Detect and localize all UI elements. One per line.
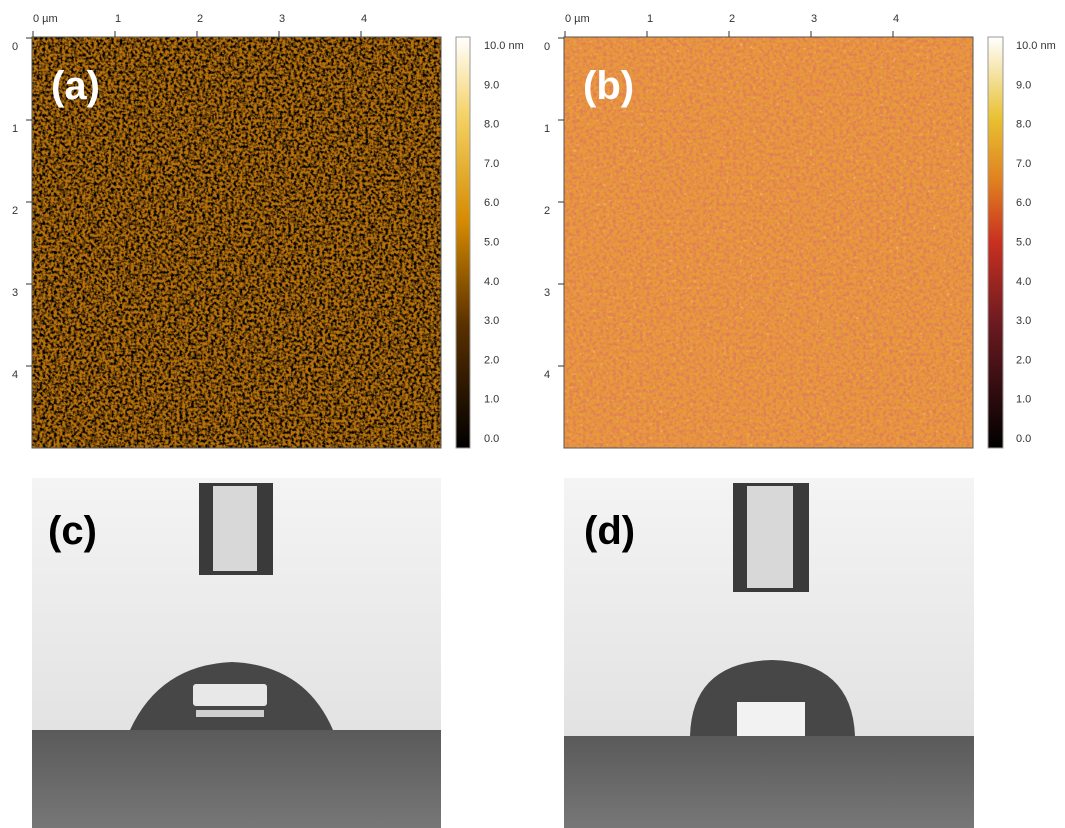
y-tick-label: 4 [12,369,18,381]
labels: (a) 0 µm 1 2 3 4 0 1 2 3 4 10.0 nm 9.0 8.0 7.0 6.0 5.0 4.… [12,13,1056,553]
drop-image-c [32,478,441,828]
x-tick-label: 3 [279,13,285,25]
colorbar-label: 7.0 [1016,158,1031,170]
y-tick-label: 1 [12,123,18,135]
x-tick-label: 3 [811,13,817,25]
x-tick-label: 4 [361,13,367,25]
colorbar-label: 9.0 [484,79,499,91]
x-tick-label: 1 [647,13,653,25]
y-tick-label: 3 [12,287,18,299]
panel-label: (b) [583,64,634,108]
afm-image-a [31,36,471,449]
colorbar-label: 6.0 [484,197,499,209]
y-tick-label: 0 [544,41,550,53]
colorbar-label: 3.0 [484,315,499,327]
colorbar-label: 7.0 [484,158,499,170]
x-tick-label: 1 [115,13,121,25]
drop-image-d [564,478,974,828]
colorbar-label: 2.0 [1016,354,1031,366]
colorbar-label: 4.0 [1016,276,1031,288]
x-tick-label: 0 µm [33,13,58,25]
colorbar-label: 8.0 [484,119,499,131]
colorbar-label: 1.0 [1016,394,1031,406]
colorbar-label: 2.0 [484,354,499,366]
colorbar-label: 6.0 [1016,197,1031,209]
colorbar-label: 10.0 nm [1016,40,1056,52]
y-tick-label: 2 [12,205,18,217]
y-tick-label: 2 [544,205,550,217]
colorbar-label: 1.0 [484,394,499,406]
x-tick-label: 2 [197,13,203,25]
colorbar-label: 8.0 [1016,119,1031,131]
colorbar-label: 9.0 [1016,79,1031,91]
colorbar-label: 3.0 [1016,315,1031,327]
x-tick-label: 4 [893,13,899,25]
y-tick-label: 4 [544,369,550,381]
y-tick-label: 3 [544,287,550,299]
colorbar-label: 5.0 [1016,237,1031,249]
x-tick-label: 2 [729,13,735,25]
colorbar-label: 0.0 [484,433,499,445]
panel-label: (c) [48,509,97,553]
x-tick-label: 0 µm [565,13,590,25]
y-tick-label: 0 [12,41,18,53]
colorbar-label: 0.0 [1016,433,1031,445]
colorbar-label: 5.0 [484,237,499,249]
colorbar-label: 4.0 [484,276,499,288]
afm-image-b [563,36,1004,449]
panel-label: (a) [51,64,100,108]
panel-label: (d) [584,509,635,553]
y-tick-label: 1 [544,123,550,135]
colorbar-label: 10.0 nm [484,40,524,52]
